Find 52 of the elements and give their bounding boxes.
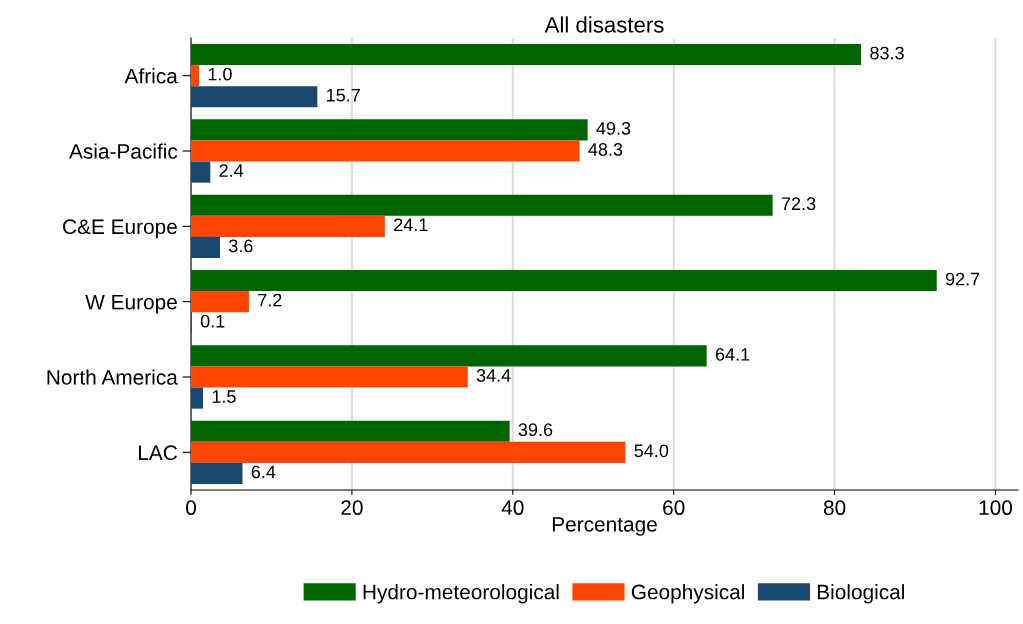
legend-label: Biological [817,584,905,604]
data-label: 1.0 [208,67,232,81]
x-tick-label: 80 [823,500,846,516]
data-label: 3.6 [228,239,253,253]
x-tick-label: 100 [979,500,1013,516]
data-label: 83.3 [870,46,904,60]
bar [191,291,249,313]
bar [191,270,937,292]
data-label: 34.4 [476,369,511,382]
data-label: 72.3 [781,197,816,211]
x-tick-label: 60 [663,500,685,516]
legend-label: Geophysical [631,584,745,604]
data-label: 6.4 [251,465,276,479]
data-label: 15.7 [327,89,360,102]
bar [191,345,707,367]
y-tick-label: Africa [124,68,178,84]
bar [191,236,220,258]
data-label: 1.5 [212,390,236,403]
bar [191,194,773,216]
data-label: 54.0 [634,444,669,458]
data-label: 92.7 [945,272,980,286]
bar [191,44,862,66]
data-label: 39.6 [518,423,553,437]
bar [191,366,468,388]
data-label: 0.1 [200,314,225,328]
y-tick-label: C&E Europe [63,219,177,239]
data-label: 48.3 [588,143,623,156]
bar [191,387,204,409]
x-tick-label: 20 [341,500,363,516]
chart-title: All disasters [544,16,664,33]
bar [191,86,318,108]
bar [191,140,580,162]
bar [191,215,385,237]
y-tick-label: W Europe [85,294,177,314]
x-axis-title: Percentage [552,517,657,536]
y-tick-label: Asia-Pacific [69,143,178,159]
bar [191,420,510,442]
data-label: 49.3 [596,121,631,135]
x-tick-label: 40 [501,500,524,516]
x-tick-label: 0 [186,500,196,516]
bar [191,161,211,183]
data-label: 24.1 [394,218,428,231]
bar [191,119,588,141]
data-label: 7.2 [258,293,282,307]
legend-label: Hydro-meteorological [363,584,559,604]
bar [191,65,200,87]
y-tick-label: LAC [138,445,178,461]
data-label: 2.4 [219,164,244,177]
y-tick-label: North America [47,369,178,385]
data-label: 64.1 [715,347,750,361]
bar [191,462,243,484]
bar [191,441,626,463]
